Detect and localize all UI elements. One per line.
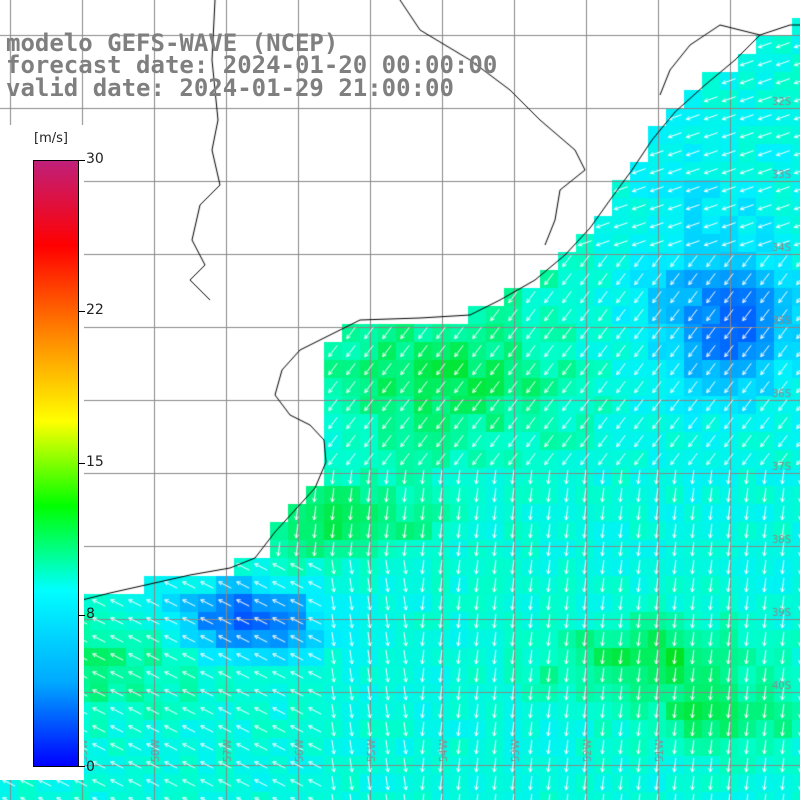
colorbar-tick-0: 0 [86, 759, 95, 775]
colorbar-tick-8: 8 [86, 606, 95, 622]
colorbar-tick-22: 22 [86, 302, 104, 318]
colorbar-tick-mark [79, 463, 85, 464]
model-title: modelo GEFS-WAVE (NCEP) [6, 29, 339, 57]
colorbar-tick-mark [79, 766, 85, 767]
colorbar-tick-30: 30 [86, 151, 104, 167]
forecast-date: forecast date: 2024-01-20 00:00:00 [6, 51, 498, 79]
colorbar-tick-mark [79, 615, 85, 616]
colorbar-tick-mark [79, 311, 85, 312]
colorbar-tick-15: 15 [86, 454, 104, 470]
colorbar-tick-mark [79, 160, 85, 161]
valid-date: valid date: 2024-01-29 21:00:00 [6, 74, 454, 102]
colorbar [33, 160, 79, 767]
colorbar-unit: [m/s] [34, 131, 68, 146]
